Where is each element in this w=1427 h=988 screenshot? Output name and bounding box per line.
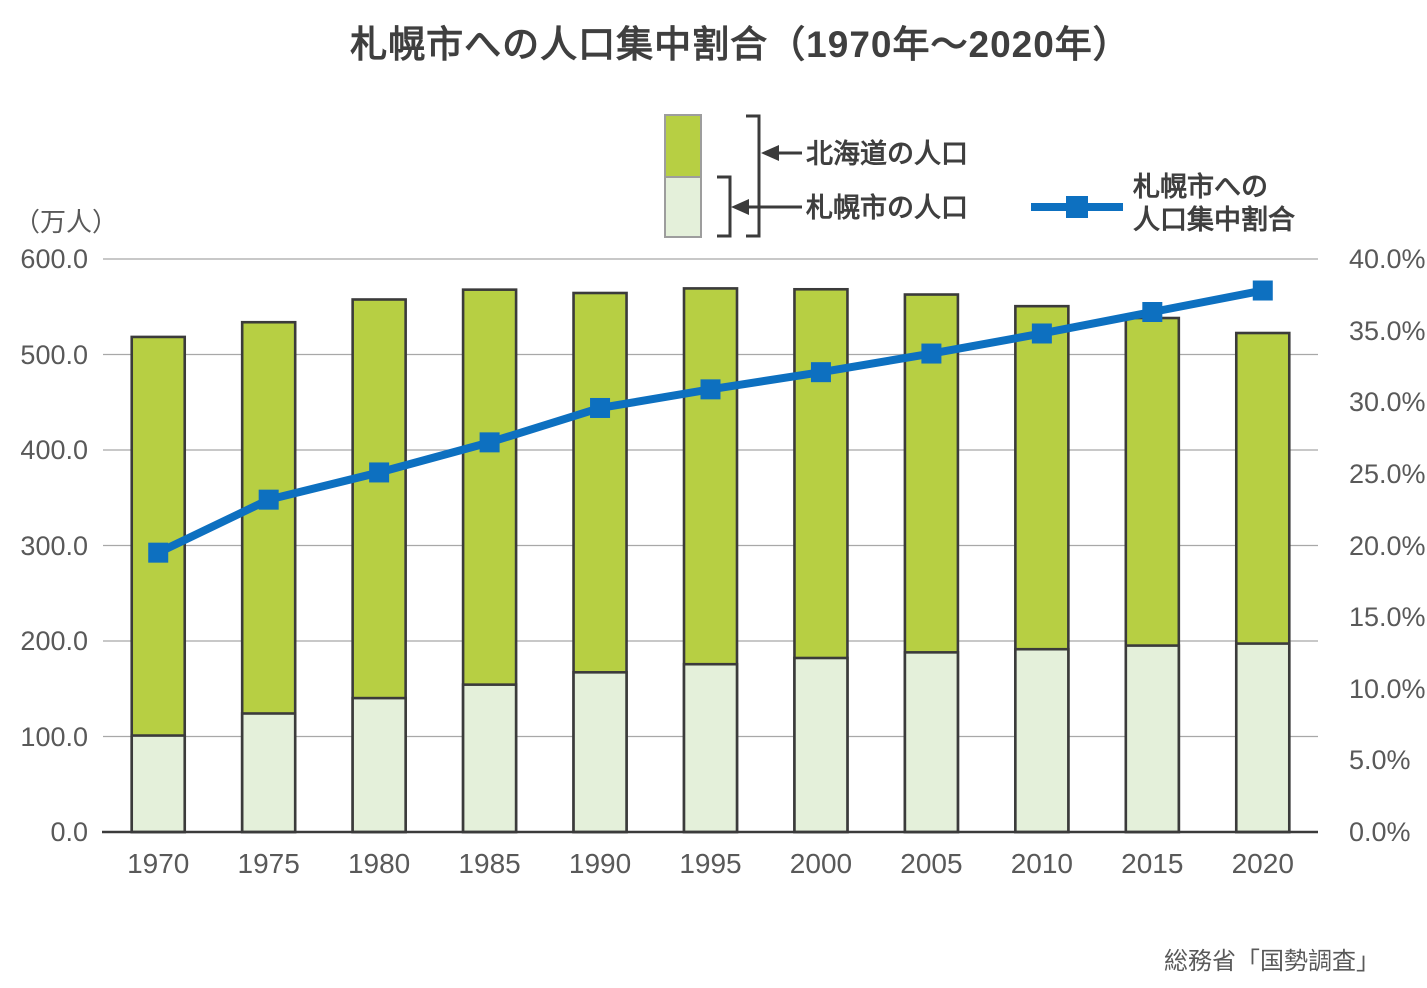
x-tick-2015: 2015 bbox=[1121, 848, 1184, 879]
left-axis-unit-label: （万人） bbox=[14, 207, 119, 237]
legend-arrow-sapporo-icon bbox=[731, 199, 749, 215]
ratio-marker-2005 bbox=[921, 343, 942, 364]
bar-sapporo-1985 bbox=[461, 683, 518, 834]
left-tick-0.0: 0.0 bbox=[50, 817, 88, 847]
right-tick-30.0%: 30.0% bbox=[1349, 387, 1426, 418]
right-tick-20.0%: 20.0% bbox=[1349, 530, 1426, 561]
right-tick-5.0%: 5.0% bbox=[1349, 745, 1411, 776]
legend-label-ratio-line2: 人口集中割合 bbox=[1133, 205, 1295, 235]
chart-title: 札幌市への人口集中割合（1970年〜2020年） bbox=[350, 24, 1131, 65]
x-tick-2010: 2010 bbox=[1010, 848, 1073, 879]
source-caption: 総務省「国勢調査」 bbox=[1164, 948, 1380, 975]
bar-sapporo-1980 bbox=[351, 696, 407, 834]
left-tick-200.0: 200.0 bbox=[20, 626, 88, 656]
legend-label-hokkaido: 北海道の人口 bbox=[806, 139, 968, 169]
left-tick-500.0: 500.0 bbox=[20, 339, 88, 370]
right-tick-35.0%: 35.0% bbox=[1349, 315, 1426, 346]
ratio-marker-1985 bbox=[479, 432, 500, 453]
ratio-marker-2010 bbox=[1031, 323, 1052, 344]
ratio-marker-2015 bbox=[1142, 302, 1163, 323]
bar-sapporo-1990 bbox=[572, 671, 628, 834]
x-tick-1970: 1970 bbox=[127, 848, 190, 879]
legend-sample-hokkaido bbox=[664, 114, 702, 178]
left-tick-300.0: 300.0 bbox=[20, 530, 88, 561]
bar-sapporo-2020 bbox=[1234, 642, 1291, 834]
legend-sample-sapporo bbox=[664, 176, 702, 238]
x-tick-2000: 2000 bbox=[789, 848, 853, 879]
x-tick-1975: 1975 bbox=[237, 848, 300, 879]
ratio-marker-2000 bbox=[810, 362, 831, 383]
x-tick-2020: 2020 bbox=[1231, 848, 1294, 879]
x-tick-1980: 1980 bbox=[347, 848, 411, 879]
left-tick-100.0: 100.0 bbox=[20, 721, 88, 752]
ratio-marker-2020 bbox=[1252, 280, 1273, 301]
bar-sapporo-2000 bbox=[793, 656, 849, 834]
right-tick-10.0%: 10.0% bbox=[1349, 673, 1426, 704]
ratio-marker-1995 bbox=[700, 379, 721, 400]
legend-label-sapporo: 札幌市の人口 bbox=[806, 193, 968, 223]
legend-label-ratio-line1: 札幌市への bbox=[1133, 172, 1268, 202]
x-tick-1990: 1990 bbox=[568, 848, 632, 879]
legend-arrow-hokkaido-icon bbox=[761, 145, 779, 161]
x-tick-1985: 1985 bbox=[458, 848, 521, 879]
legend-bracket-sapporo bbox=[717, 175, 732, 238]
x-tick-1995: 1995 bbox=[679, 848, 742, 879]
legend-label-ratio: 札幌市への 人口集中割合 bbox=[1133, 171, 1295, 237]
bar-sapporo-1995 bbox=[682, 662, 739, 834]
ratio-marker-1975 bbox=[258, 489, 279, 510]
x-tick-2005: 2005 bbox=[900, 848, 963, 879]
legend-sample-ratio-marker bbox=[1066, 196, 1088, 218]
ratio-marker-1970 bbox=[148, 542, 169, 563]
right-tick-15.0%: 15.0% bbox=[1349, 602, 1426, 633]
legend-bracket-hokkaido bbox=[746, 114, 761, 238]
bar-sapporo-1970 bbox=[130, 734, 187, 834]
left-tick-600.0: 600.0 bbox=[20, 244, 88, 274]
right-tick-25.0%: 25.0% bbox=[1349, 458, 1426, 489]
left-tick-400.0: 400.0 bbox=[20, 435, 88, 465]
ratio-marker-1980 bbox=[369, 462, 390, 483]
bar-sapporo-2010 bbox=[1014, 647, 1070, 834]
bar-sapporo-2015 bbox=[1124, 644, 1181, 834]
right-tick-40.0%: 40.0% bbox=[1349, 244, 1426, 274]
bar-sapporo-1975 bbox=[240, 712, 297, 834]
ratio-marker-1990 bbox=[590, 397, 611, 418]
bar-sapporo-2005 bbox=[903, 651, 960, 834]
right-tick-0.0%: 0.0% bbox=[1349, 817, 1411, 847]
